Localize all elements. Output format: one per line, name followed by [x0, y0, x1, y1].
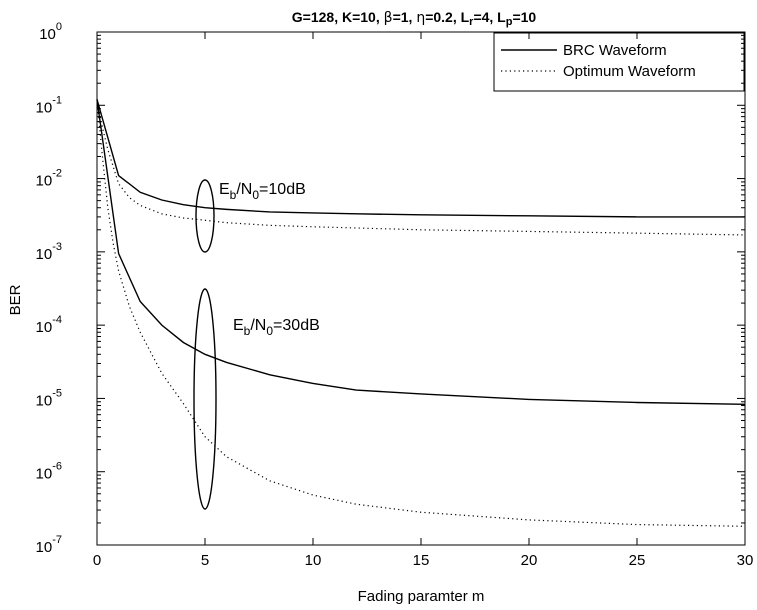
annotation-text: =30dB	[273, 317, 320, 334]
title-text: =1,	[393, 9, 417, 25]
y-tick-label: 10-6	[36, 461, 62, 483]
title-text: =0.2, L	[425, 9, 469, 25]
annotation-eb-n0-30db: Eb/N0=30dB	[233, 317, 320, 338]
y-axis-label: BER	[7, 284, 24, 315]
y-tick-exponent: -7	[52, 534, 62, 546]
x-tick-label: 20	[521, 552, 538, 569]
y-tick-exponent: -3	[52, 241, 62, 253]
y-tick-base: 10	[36, 466, 53, 483]
annotation-text: /N	[250, 317, 266, 334]
title-text: G=128, K=10,	[292, 9, 384, 25]
y-tick-base: 10	[36, 319, 53, 336]
x-axis-ticks: 0 5 10 15 20 25 30	[93, 32, 754, 569]
title-greek-symbol: η	[416, 10, 425, 26]
annotation-eb-n0-10db: Eb/N0=10dB	[219, 181, 306, 202]
series-line-010db-brc	[96, 99, 745, 218]
y-tick-label: 10-5	[36, 387, 62, 409]
plot-frame	[96, 31, 746, 546]
chart-title: G=128, K=10, β=1, η=0.2, Lr=4, Lp=10	[292, 9, 537, 28]
y-tick-label: 10-2	[36, 168, 62, 190]
y-tick-base: 10	[36, 246, 53, 263]
y-tick-label: 10-3	[36, 241, 62, 263]
y-tick-label: 10-4	[36, 314, 62, 336]
x-tick-label: 25	[629, 552, 646, 569]
legend-label: Optimum Waveform	[563, 63, 696, 80]
y-tick-exponent: -2	[52, 168, 62, 180]
title-text: =10	[512, 9, 536, 25]
legend-box	[493, 32, 745, 92]
title-subscript: r	[469, 16, 474, 28]
eb-10db-ellipse	[195, 179, 215, 253]
annotation-subscript: 0	[252, 188, 259, 202]
annotation-text: =10dB	[259, 181, 306, 198]
series-line-030db-optimum	[96, 99, 746, 527]
title-text: =4, L	[473, 9, 506, 25]
y-tick-exponent: -5	[52, 387, 62, 399]
y-tick-base: 10	[36, 392, 53, 409]
y-tick-label: 10-1	[36, 94, 62, 116]
annotation-text: /N	[236, 181, 252, 198]
annotation-subscript: b	[244, 324, 251, 338]
y-tick-label: 100	[39, 21, 62, 43]
title-greek-symbol: β	[384, 10, 393, 26]
y-tick-base: 10	[36, 539, 53, 556]
y-tick-exponent: -4	[52, 314, 62, 326]
annotation-text: E	[233, 317, 244, 334]
x-tick-label: 5	[201, 552, 209, 569]
y-tick-base: 10	[39, 26, 56, 43]
x-tick-label: 30	[737, 552, 754, 569]
x-tick-label: 15	[413, 552, 430, 569]
legend: BRC Waveform Optimum Waveform	[493, 32, 745, 92]
y-tick-base: 10	[36, 173, 53, 190]
annotation-text: E	[219, 181, 230, 198]
x-tick-label: 0	[93, 552, 101, 569]
annotation-subscript: b	[230, 188, 237, 202]
x-tick-label: 10	[305, 552, 322, 569]
y-tick-exponent: -6	[52, 461, 62, 473]
y-tick-exponent: -1	[52, 94, 62, 106]
y-tick-base: 10	[36, 99, 53, 116]
series-line-030db-brc	[96, 99, 746, 406]
y-tick-label: 10-7	[36, 534, 62, 556]
eb-30db-ellipse	[193, 288, 217, 510]
series-layer	[96, 99, 746, 527]
x-axis-label: Fading paramter m	[358, 588, 485, 605]
y-tick-exponent: 0	[56, 21, 62, 33]
legend-label: BRC Waveform	[563, 42, 667, 59]
title-subscript: p	[506, 16, 513, 28]
annotation-subscript: 0	[266, 324, 273, 338]
